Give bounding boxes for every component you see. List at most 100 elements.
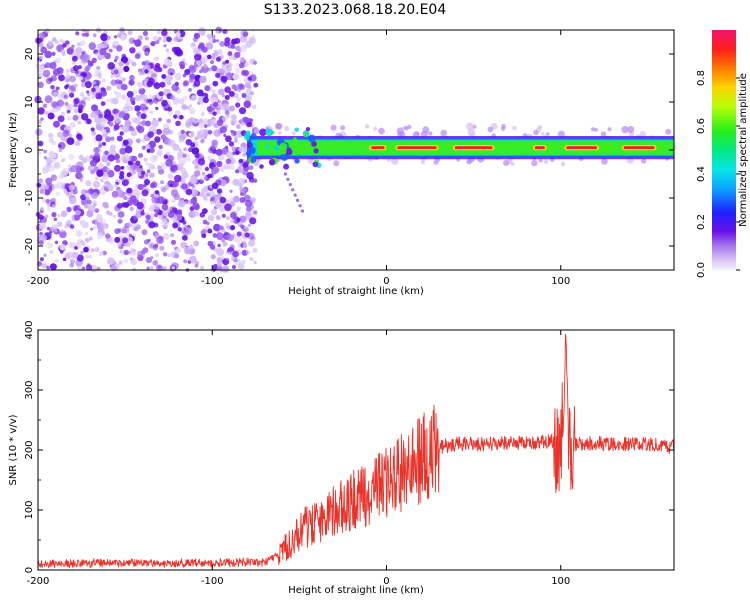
- noise-speckle: [148, 206, 154, 212]
- colorbar: 0.0 0.2 0.4 0.6 0.8 Normalized spectral ampl…: [696, 30, 749, 278]
- noise-speckle: [90, 248, 95, 253]
- noise-speckle: [144, 51, 150, 56]
- noise-speckle: [102, 172, 110, 180]
- noise-speckle: [108, 121, 114, 127]
- noise-speckle: [52, 91, 59, 98]
- noise-speckle: [111, 190, 119, 198]
- noise-speckle: [58, 230, 67, 239]
- noise-streak-dot: [229, 212, 237, 219]
- noise-speckle: [141, 189, 149, 197]
- noise-streak-dot: [52, 68, 61, 76]
- noise-speckle: [74, 246, 78, 250]
- noise-speckle: [177, 209, 183, 215]
- noise-streak-dot: [122, 139, 129, 146]
- noise-speckle: [207, 123, 211, 127]
- band-halo-speckle: [621, 126, 629, 134]
- noise-speckle: [150, 70, 154, 74]
- noise-speckle: [102, 201, 109, 208]
- noise-speckle: [106, 98, 110, 103]
- noise-streak-dot: [134, 53, 141, 59]
- noise-speckle: [61, 111, 66, 116]
- snr-y-axis-label: SNR (10 * v/v): [8, 414, 19, 485]
- noise-speckle: [51, 153, 57, 159]
- noise-speckle: [42, 103, 48, 109]
- noise-speckle: [141, 138, 145, 143]
- noise-speckle: [41, 263, 47, 269]
- noise-speckle: [123, 249, 129, 256]
- noise-speckle: [229, 244, 235, 250]
- noise-speckle: [49, 263, 57, 271]
- noise-speckle: [89, 159, 97, 167]
- noise-streak-dot: [104, 150, 109, 156]
- noise-speckle: [149, 172, 155, 178]
- noise-speckle: [140, 249, 146, 255]
- noise-speckle: [163, 58, 172, 67]
- noise-streak-dot: [167, 106, 173, 112]
- noise-speckle: [208, 190, 216, 198]
- noise-streak-dot: [171, 46, 178, 53]
- noise-speckle: [133, 226, 139, 232]
- noise-speckle: [166, 118, 172, 124]
- noise-streak-dot: [158, 144, 163, 150]
- snr-x-tick-label: 100: [551, 576, 570, 587]
- noise-speckle: [249, 91, 254, 96]
- noise-speckle: [154, 253, 160, 258]
- band-start-blob: [304, 132, 308, 137]
- noise-speckle: [213, 52, 219, 57]
- noise-speckle: [139, 103, 147, 111]
- noise-speckle: [68, 153, 75, 160]
- noise-speckle: [116, 135, 123, 142]
- noise-speckle: [67, 116, 71, 121]
- noise-speckle: [135, 138, 141, 144]
- noise-speckle: [223, 133, 227, 137]
- noise-speckle: [234, 139, 238, 143]
- noise-speckle: [74, 70, 79, 75]
- noise-streak-dot: [230, 44, 236, 49]
- noise-speckle: [132, 189, 141, 197]
- noise-speckle: [207, 156, 212, 161]
- noise-speckle: [178, 148, 182, 152]
- noise-speckle: [94, 69, 102, 78]
- noise-speckle: [245, 250, 250, 255]
- noise-speckle: [230, 129, 234, 134]
- noise-speckle: [118, 261, 123, 266]
- noise-streak-dot: [211, 65, 218, 72]
- noise-speckle: [189, 104, 193, 108]
- noise-streak-dot: [158, 91, 164, 97]
- band-halo-speckle: [665, 128, 672, 135]
- noise-speckle: [58, 144, 62, 148]
- noise-speckle: [51, 212, 57, 218]
- noise-speckle: [253, 60, 257, 65]
- noise-speckle: [73, 65, 79, 72]
- band-halo-speckle: [378, 127, 385, 135]
- noise-speckle: [194, 56, 198, 61]
- noise-speckle: [75, 31, 80, 36]
- noise-speckle: [51, 51, 56, 56]
- noise-speckle: [50, 85, 55, 90]
- band-streak-dot: [296, 198, 300, 202]
- snr-y-tick-label: 0: [24, 567, 35, 573]
- noise-speckle: [212, 80, 219, 87]
- colorbar-tick-label: 0.2: [696, 214, 707, 230]
- noise-speckle: [95, 52, 100, 57]
- noise-speckle: [37, 81, 44, 89]
- noise-speckle: [118, 75, 123, 80]
- noise-speckle: [42, 69, 51, 78]
- colorbar-ticks: 0.0 0.2 0.4 0.6 0.8: [696, 70, 740, 278]
- noise-speckle: [57, 93, 64, 100]
- noise-speckle: [37, 107, 45, 115]
- noise-speckle: [43, 149, 47, 154]
- noise-speckle: [233, 235, 242, 244]
- noise-streak-dot: [219, 196, 227, 204]
- band-halo-speckle: [420, 160, 425, 165]
- noise-streak-dot: [134, 105, 141, 112]
- noise-streak-dot: [175, 120, 181, 127]
- noise-speckle: [160, 187, 167, 193]
- noise-streak-dot: [153, 82, 161, 90]
- noise-streak-dot: [135, 160, 141, 166]
- colorbar-gradient: [712, 30, 736, 270]
- noise-speckle: [37, 66, 45, 74]
- noise-speckle: [67, 164, 72, 169]
- band-halo-speckle: [407, 124, 412, 130]
